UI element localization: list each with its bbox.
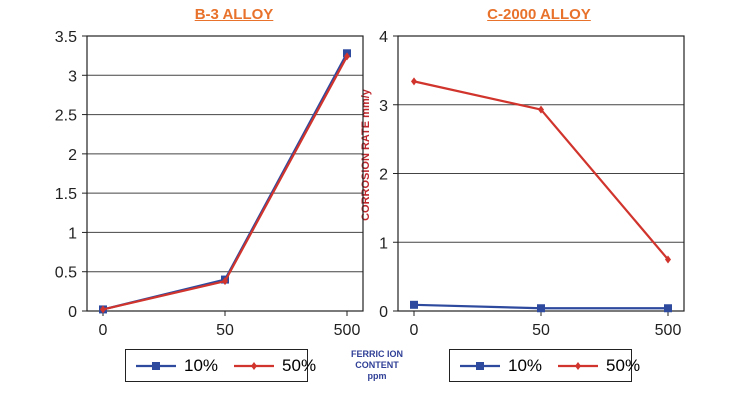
y-tick-label: 0 [68, 304, 77, 321]
x-tick-label: 50 [532, 322, 550, 339]
data-point [100, 305, 106, 314]
legend-label: 10% [184, 355, 219, 375]
x-axis-label-line: ppm [367, 371, 387, 381]
chart-title-b3: B-3 ALLOY [194, 6, 274, 23]
chart-title-c2000: C-2000 ALLOY [487, 6, 591, 23]
data-point [538, 105, 544, 114]
y-tick-label: 1.5 [55, 186, 77, 203]
legend-label: 50% [282, 355, 317, 375]
y-tick-label: 2 [68, 147, 77, 164]
legend-entry: 50% [558, 356, 640, 376]
data-point [537, 304, 545, 313]
y-tick-label: 0 [379, 304, 388, 321]
x-tick-label: 500 [655, 322, 682, 339]
y-tick-label: 2.5 [55, 108, 77, 125]
x-tick-label: 50 [216, 322, 234, 339]
swatch-marker [575, 361, 582, 370]
x-tick-label: 500 [334, 322, 361, 339]
legend-label: 50% [606, 355, 641, 375]
legend-c2000: 10% 50% [449, 349, 640, 382]
legend-swatch-50 [558, 361, 599, 370]
legend-swatch-10 [136, 361, 176, 370]
data-point [344, 52, 350, 61]
y-tick-label: 0.5 [55, 265, 77, 282]
legend-b3: 10% 50% [125, 349, 316, 382]
y-tick-label: 1 [379, 235, 388, 252]
data-point [665, 255, 671, 264]
x-axis-label-line: CONTENT [355, 360, 399, 370]
y-tick-label: 1 [68, 225, 77, 242]
x-axis-label-line: FERRIC ION [350, 349, 403, 359]
data-point [410, 300, 418, 309]
x-tick-label: 0 [410, 322, 419, 339]
swatch-marker [251, 361, 258, 370]
legend-entry: 50% [234, 356, 316, 376]
y-tick-label: 4 [379, 29, 388, 46]
legend-entry: 10% [136, 356, 218, 376]
x-tick-label: 0 [99, 322, 108, 339]
swatch-marker [476, 361, 484, 370]
data-point [411, 77, 417, 86]
y-tick-label: 3 [68, 68, 77, 85]
y-tick-label: 3 [379, 98, 388, 115]
data-point [222, 277, 228, 286]
y-tick-label: 2 [379, 167, 388, 184]
y-tick-label: 3.5 [55, 29, 77, 46]
legend-swatch-50 [234, 361, 275, 370]
legend-entry: 10% [460, 356, 542, 376]
x-axis-label: FERRIC ION CONTENT ppm [345, 349, 409, 382]
data-point [664, 304, 672, 313]
legend-label: 10% [508, 355, 543, 375]
legend-swatch-10 [460, 361, 500, 370]
swatch-marker [152, 361, 160, 370]
